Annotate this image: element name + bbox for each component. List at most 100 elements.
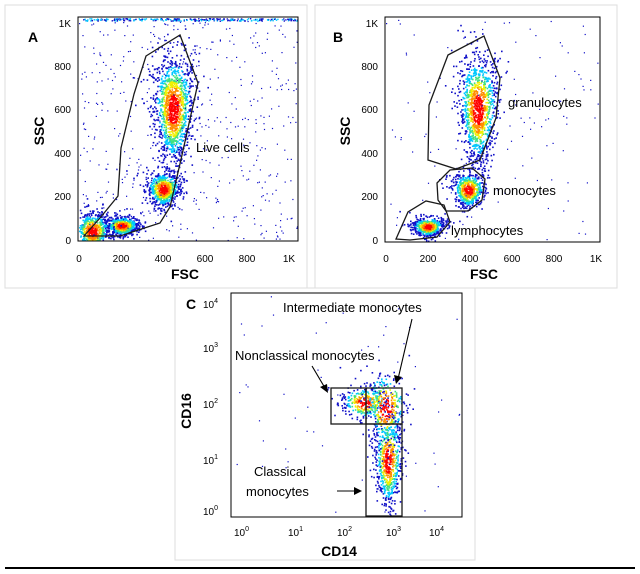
event-dot [175, 85, 177, 87]
event-dot [189, 55, 191, 57]
event-dot [175, 88, 177, 90]
event-dot [133, 77, 136, 79]
event-dot [172, 67, 174, 69]
event-dot [250, 37, 252, 39]
event-dot [170, 69, 173, 71]
event-dot [184, 144, 186, 147]
event-dot [464, 116, 467, 118]
event-dot [186, 65, 189, 68]
event-dot [471, 102, 474, 104]
event-dot [227, 156, 229, 159]
event-dot [120, 217, 122, 219]
event-dot [159, 120, 161, 122]
event-dot [158, 178, 160, 180]
event-dot [162, 204, 165, 206]
event-dot [213, 19, 216, 21]
event-dot [167, 99, 170, 102]
event-dot [476, 92, 478, 95]
event-dot [163, 104, 165, 107]
event-dot [471, 110, 474, 113]
event-dot [93, 237, 96, 240]
event-dot [182, 105, 184, 108]
event-dot [150, 147, 152, 149]
event-dot [153, 33, 155, 36]
event-dot [175, 18, 177, 20]
event-dot [167, 70, 170, 72]
event-dot [112, 225, 114, 228]
event-dot [462, 96, 464, 99]
event-dot [464, 110, 466, 112]
event-dot [486, 98, 488, 101]
event-dot [151, 75, 153, 78]
event-dot [180, 77, 183, 79]
event-dot [105, 234, 107, 236]
event-dot [478, 124, 480, 127]
event-dot [490, 97, 492, 100]
event-dot [233, 43, 235, 45]
event-dot [446, 186, 448, 188]
event-dot [166, 91, 168, 94]
event-dot [159, 115, 162, 117]
event-dot [147, 182, 150, 184]
event-dot [465, 86, 467, 89]
event-dot [195, 117, 198, 119]
event-dot [161, 155, 163, 157]
event-dot [459, 72, 461, 75]
event-dot [186, 79, 188, 82]
event-dot [456, 106, 459, 108]
event-dot [162, 177, 165, 179]
event-dot [160, 179, 163, 182]
event-dot [276, 231, 278, 233]
event-dot [154, 18, 156, 20]
event-dot [105, 192, 107, 194]
event-dot [142, 18, 144, 20]
event-dot [177, 69, 179, 72]
event-dot [124, 35, 126, 37]
event-dot [176, 89, 178, 92]
event-dot [175, 186, 177, 189]
event-dot [212, 227, 215, 229]
event-dot [173, 103, 175, 105]
event-dot [482, 130, 484, 133]
event-dot [452, 75, 455, 78]
event-dot [171, 151, 173, 153]
event-dot [479, 70, 481, 73]
event-dot [483, 126, 485, 128]
event-dot [133, 238, 135, 240]
event-dot [171, 181, 173, 184]
event-dot [163, 113, 166, 115]
event-dot [200, 135, 202, 137]
event-dot [178, 106, 181, 108]
event-dot [103, 218, 105, 220]
event-dot [153, 68, 156, 71]
event-dot [104, 224, 106, 227]
event-dot [241, 210, 243, 212]
event-dot [213, 18, 215, 20]
event-dot [84, 218, 87, 221]
event-dot [181, 176, 184, 178]
event-dot [470, 101, 472, 104]
event-dot [171, 64, 173, 66]
event-dot [157, 165, 160, 168]
event-dot [92, 227, 94, 229]
event-dot [85, 205, 88, 208]
event-dot [160, 184, 162, 186]
event-dot [187, 74, 189, 77]
event-dot [152, 20, 154, 22]
event-dot [138, 158, 140, 160]
event-dot [478, 74, 481, 77]
event-dot [499, 117, 501, 119]
event-dot [478, 101, 481, 104]
event-dot [483, 121, 485, 124]
event-dot [126, 222, 128, 225]
event-dot [234, 97, 236, 99]
event-dot [107, 234, 110, 237]
event-dot [485, 138, 488, 141]
event-dot [157, 183, 159, 186]
event-dot [256, 159, 258, 161]
event-dot [459, 61, 461, 63]
event-dot [175, 156, 177, 159]
event-dot [89, 219, 92, 221]
event-dot [174, 205, 176, 207]
event-dot [221, 157, 223, 159]
